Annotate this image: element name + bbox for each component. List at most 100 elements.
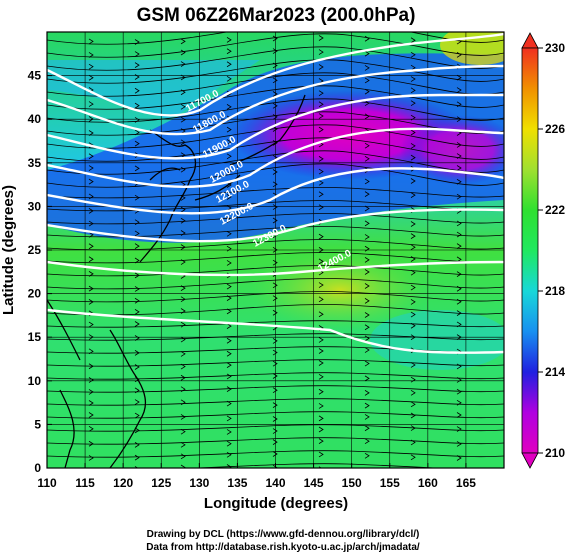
wind-arrow — [410, 412, 416, 419]
credit-drawing: Drawing by DCL (https://www.gfd-dennou.o… — [147, 529, 420, 540]
wind-arrow — [180, 386, 186, 393]
wind-arrow — [318, 204, 324, 211]
contour-line — [47, 127, 504, 189]
y-tick-label: 40 — [28, 112, 42, 126]
wind-arrow — [410, 425, 416, 431]
wind-arrow — [364, 347, 370, 353]
wind-arrow — [180, 296, 186, 303]
wind-arrow — [272, 387, 278, 394]
wind-arrow — [88, 377, 94, 383]
wind-arrow — [88, 231, 94, 238]
wind-arrow — [410, 114, 416, 121]
wind-arrow — [456, 52, 462, 58]
wind-arrow — [134, 102, 140, 109]
streamline — [47, 32, 504, 45]
wind-arrow — [272, 181, 278, 188]
wind-arrow — [134, 194, 140, 201]
wind-arrow — [88, 130, 94, 136]
wind-arrow — [272, 338, 278, 344]
wind-arrow — [364, 257, 370, 263]
streamline — [47, 187, 504, 199]
wind-arrow — [456, 101, 462, 108]
x-tick-label: 130 — [189, 476, 209, 490]
wind-arrow — [272, 349, 278, 356]
wind-arrow — [180, 49, 186, 56]
wind-arrow — [272, 416, 278, 422]
wind-arrow — [456, 231, 462, 238]
contour-line — [47, 260, 504, 277]
contour-line — [47, 64, 504, 136]
wind-arrow — [410, 256, 416, 262]
wind-arrow — [364, 50, 370, 57]
wind-arrow — [88, 165, 94, 171]
wind-arrow — [134, 412, 140, 419]
wind-arrow — [364, 77, 370, 84]
wind-arrow — [180, 363, 186, 370]
wind-arrow — [88, 271, 94, 277]
wind-arrow — [88, 63, 94, 70]
wind-arrow — [410, 322, 416, 329]
wind-arrow — [364, 178, 370, 185]
wind-arrow — [410, 87, 416, 94]
wind-arrow — [272, 360, 278, 367]
wind-arrow — [364, 312, 370, 318]
wind-arrow — [318, 360, 324, 366]
wind-arrow — [456, 165, 462, 171]
wind-arrow — [272, 102, 278, 109]
wind-arrow — [272, 402, 278, 408]
wind-arrow — [134, 350, 140, 356]
wind-arrow — [456, 412, 462, 418]
wind-arrow — [226, 415, 232, 422]
wind-arrow — [180, 259, 186, 265]
wind-arrow — [134, 321, 140, 327]
wind-arrow — [88, 220, 94, 227]
wind-arrow — [318, 90, 324, 97]
wind-arrow — [318, 156, 324, 162]
wind-arrow — [318, 337, 324, 343]
wind-arrow — [88, 38, 94, 45]
wind-arrow — [226, 139, 232, 145]
wind-arrow — [364, 283, 370, 289]
wind-arrow — [456, 87, 462, 93]
colorbar-tick-label: 210 — [545, 446, 565, 460]
wind-arrow — [226, 182, 232, 188]
wind-arrow — [364, 142, 370, 149]
wind-arrow — [364, 234, 370, 240]
wind-arrow — [456, 321, 462, 328]
wind-arrow — [364, 425, 370, 432]
contour-line — [47, 167, 504, 215]
wind-arrow — [180, 166, 186, 173]
wind-arrow — [226, 217, 232, 223]
x-tick-label: 135 — [227, 476, 247, 490]
contour-line — [47, 93, 504, 160]
wind-arrow — [318, 247, 324, 253]
wind-arrow — [134, 219, 140, 226]
wind-arrow — [180, 453, 186, 460]
wind-arrow — [318, 374, 324, 380]
wind-arrow — [364, 65, 370, 71]
wind-arrow — [410, 401, 416, 408]
y-axis-label: Latitude (degrees) — [0, 185, 17, 315]
x-tick-label: 140 — [265, 476, 285, 490]
wind-arrow — [88, 101, 94, 107]
wind-arrow — [134, 454, 140, 461]
streamline — [47, 359, 504, 367]
wind-arrow — [456, 193, 462, 200]
x-tick-label: 120 — [113, 476, 133, 490]
wind-arrow — [411, 468, 415, 473]
colorbar-max-arrow — [521, 32, 539, 49]
wind-arrow — [318, 179, 324, 186]
wind-arrow — [88, 400, 94, 406]
y-tick-label: 10 — [28, 374, 42, 388]
wind-arrow — [318, 403, 324, 409]
wind-arrow — [88, 193, 94, 200]
y-tick-label: 15 — [28, 330, 42, 344]
wind-arrow — [318, 438, 324, 444]
wind-arrow — [410, 299, 416, 305]
wind-arrow — [318, 126, 324, 133]
wind-arrow — [88, 389, 94, 395]
wind-arrow — [226, 429, 232, 435]
wind-arrow — [456, 334, 462, 340]
colorbar-tick-label: 214 — [545, 365, 565, 379]
wind-arrow — [226, 440, 232, 447]
